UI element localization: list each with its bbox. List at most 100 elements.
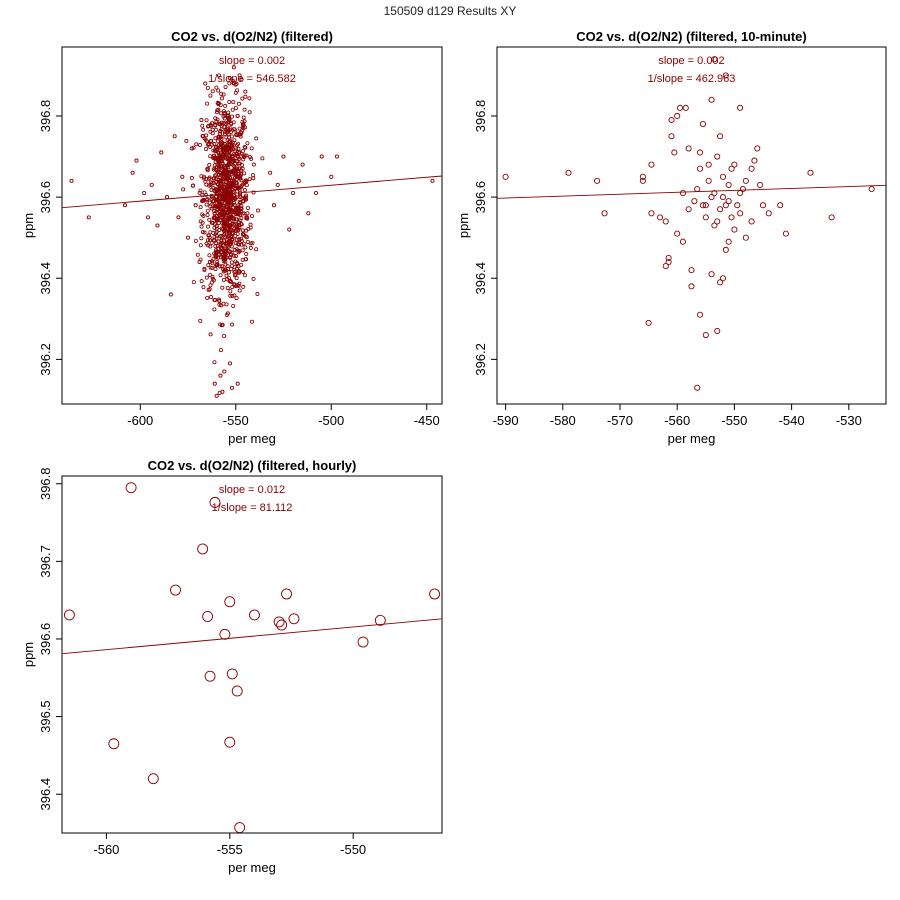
data-point (240, 228, 245, 233)
data-point (212, 307, 217, 312)
data-point (194, 142, 199, 147)
data-point (221, 109, 226, 114)
data-point (217, 131, 222, 136)
data-point (214, 217, 219, 222)
data-point (142, 190, 147, 196)
data-point (220, 227, 225, 232)
data-point (239, 178, 244, 183)
data-point (216, 203, 221, 208)
data-point (224, 736, 236, 748)
data-point (207, 200, 212, 205)
data-point (240, 149, 245, 154)
data-point (222, 369, 227, 374)
data-point (220, 171, 225, 176)
data-point (204, 275, 209, 280)
data-point (199, 224, 204, 229)
data-point (357, 636, 369, 648)
data-point (210, 276, 215, 281)
data-point (594, 177, 601, 184)
data-point (748, 218, 755, 225)
data-point (208, 332, 213, 337)
data-point (742, 177, 749, 184)
data-point (223, 257, 228, 262)
data-point (221, 156, 226, 161)
data-point (207, 259, 212, 264)
data-point (242, 107, 247, 112)
data-point (221, 114, 226, 119)
data-point (134, 158, 139, 163)
data-point (227, 229, 232, 234)
data-point (199, 117, 204, 123)
data-point (214, 263, 219, 268)
data-point (271, 203, 277, 208)
data-point (754, 145, 761, 152)
y-tick-label: 396.6 (38, 623, 53, 656)
data-point (711, 56, 718, 63)
data-point (230, 107, 235, 112)
data-point (219, 238, 224, 243)
data-point (218, 135, 223, 140)
data-point (226, 119, 231, 124)
data-point (227, 178, 232, 183)
data-point (708, 194, 715, 201)
data-point (222, 130, 227, 135)
data-point (748, 165, 755, 172)
data-point (214, 236, 219, 241)
data-point (200, 123, 205, 128)
data-point (226, 270, 231, 275)
data-point (226, 233, 231, 238)
data-point (722, 246, 729, 253)
data-point (221, 252, 226, 257)
data-point (213, 144, 218, 149)
data-point (208, 180, 213, 185)
data-point (218, 322, 223, 327)
data-point (170, 584, 181, 596)
data-point (688, 283, 695, 290)
data-point (227, 75, 232, 80)
data-point (226, 157, 231, 162)
data-point (223, 103, 228, 108)
data-point (245, 206, 250, 211)
data-point (662, 218, 669, 225)
data-point (665, 258, 672, 266)
regression-line (497, 184, 886, 199)
data-point (205, 212, 210, 217)
data-point (200, 193, 205, 198)
data-point (221, 92, 226, 97)
data-point (202, 611, 214, 622)
data-point (236, 283, 241, 288)
data-point (208, 93, 213, 98)
data-point (217, 201, 222, 206)
data-point (234, 296, 239, 301)
data-point (236, 250, 241, 255)
data-point (239, 184, 244, 189)
data-point (198, 318, 203, 323)
data-point (227, 361, 233, 366)
data-point (189, 146, 194, 151)
data-point (711, 222, 718, 229)
data-point (212, 251, 217, 256)
data-point (248, 245, 253, 250)
x-tick-label: -530 (836, 413, 862, 428)
data-point (216, 216, 221, 221)
data-point (234, 181, 239, 186)
data-point (429, 588, 441, 600)
data-point (247, 110, 252, 115)
data-point (209, 240, 214, 245)
data-marks (62, 482, 442, 833)
data-point (219, 143, 224, 148)
data-point (232, 158, 237, 163)
data-point (671, 149, 678, 156)
data-point (147, 773, 159, 785)
data-point (149, 182, 154, 187)
data-point (242, 196, 247, 201)
data-point (208, 204, 213, 209)
data-point (229, 267, 234, 272)
data-point (275, 182, 280, 187)
data-point (214, 85, 219, 90)
data-point (688, 267, 695, 274)
data-point (207, 235, 212, 240)
data-point (677, 104, 684, 111)
data-point (220, 195, 225, 200)
